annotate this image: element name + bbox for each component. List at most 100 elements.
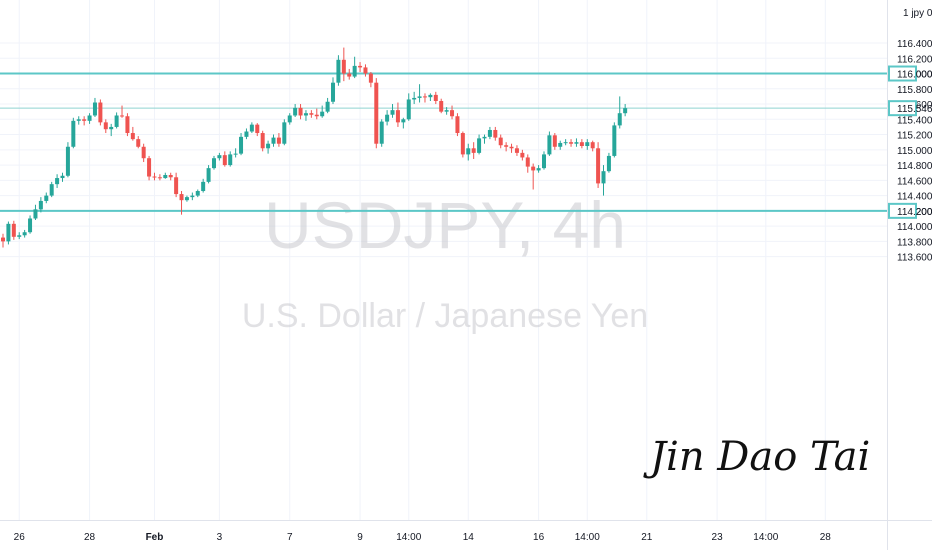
candle-body [141, 146, 146, 159]
x-tick-label: Feb [146, 532, 164, 543]
candle-body [531, 166, 536, 171]
candle-body [168, 174, 173, 178]
candle-body [65, 146, 70, 176]
candle-body [206, 168, 211, 182]
x-tick-label: 9 [357, 532, 363, 543]
candle-body [385, 114, 390, 122]
candle-body [49, 184, 54, 196]
candle-body [336, 59, 341, 83]
candle-body [174, 177, 179, 195]
level-badge-inner [890, 67, 915, 80]
last-price-badge-inner [890, 102, 915, 115]
candle-body [163, 174, 168, 179]
candle-body [120, 115, 125, 117]
candle-body [314, 114, 319, 117]
candle-body [309, 113, 314, 115]
candle-body [352, 65, 357, 77]
candle-body [92, 102, 97, 116]
x-tick-label: 7 [287, 532, 293, 543]
horizontal-levels [0, 72, 887, 212]
candle-body [363, 67, 368, 74]
candle-body [184, 197, 189, 201]
y-tick-label: 114.600 [897, 176, 932, 187]
candle-body [390, 110, 395, 115]
candle-body [433, 94, 438, 101]
signature-logo: Jin Dao Tai [643, 434, 870, 480]
candle-body [460, 133, 465, 155]
candle-body [222, 155, 227, 166]
candle-body [617, 113, 622, 126]
candle-body [11, 223, 16, 237]
candle-body [422, 96, 427, 98]
candle-body [44, 195, 49, 201]
candle-body [217, 155, 222, 159]
last-price-label: 115.546 [897, 104, 932, 115]
y-tick-label: 115.800 [897, 85, 932, 96]
candle-body [606, 155, 611, 172]
candle-body [542, 154, 546, 169]
level-badge-label: 116.000 [897, 70, 932, 81]
candle-body [17, 235, 22, 237]
candle-body [271, 137, 276, 144]
candle-body [536, 168, 541, 171]
x-tick-label: 28 [84, 532, 96, 543]
candle-body [266, 143, 271, 149]
candle-body [520, 152, 525, 158]
candle-body [255, 124, 260, 134]
candle-body [239, 136, 244, 154]
candle-body [358, 65, 363, 68]
x-tick-label: 16 [533, 532, 545, 543]
candle-body [190, 195, 195, 198]
candle-body [293, 107, 298, 116]
candle-body [152, 176, 157, 178]
candle-body [38, 200, 43, 210]
candle-body [157, 177, 162, 179]
candle-body [482, 136, 487, 139]
price-axis: 1 jpy 0 116.400 116.200 116.000 115.800 115.… [897, 8, 932, 264]
candle-body [82, 119, 87, 121]
candle-body [374, 82, 379, 144]
y-tick-label: 113.800 [897, 237, 932, 248]
candle-body [109, 126, 114, 130]
candle-body [379, 121, 384, 144]
candle-body [504, 145, 509, 147]
candle-body [249, 124, 254, 132]
candle-body [33, 209, 38, 219]
candle-body [574, 142, 579, 144]
candle-body [450, 110, 455, 117]
candle-body [130, 133, 135, 140]
candle-body [1, 237, 5, 242]
price-badges: 116.000 114.200 115.546 [888, 65, 932, 219]
candle-body [136, 139, 141, 147]
x-tick-label: 28 [820, 532, 832, 543]
candle-body [55, 178, 60, 185]
candle-body [623, 108, 628, 114]
candle-body [114, 115, 119, 127]
candle-body [596, 148, 601, 184]
candle-body [228, 154, 233, 166]
candle-body [147, 158, 152, 177]
candle-body [276, 137, 281, 144]
candle-body [493, 129, 498, 138]
candle-body [211, 158, 216, 169]
candle-body [569, 142, 574, 144]
candle-body [477, 138, 482, 153]
candle-body [6, 223, 11, 242]
candle-body [244, 131, 249, 137]
y-tick-label: 113.600 [897, 253, 932, 264]
candle-body [368, 73, 373, 83]
candle-body [547, 135, 552, 155]
x-tick-label: 14 [463, 532, 475, 543]
x-tick-label: 14:00 [753, 532, 778, 543]
y-tick-label: 116.400 [897, 39, 932, 50]
candle-body [298, 107, 303, 116]
x-tick-label: 21 [641, 532, 653, 543]
candle-body [590, 142, 595, 149]
candle-body [601, 171, 606, 184]
candle-body [455, 116, 460, 134]
candle-body [125, 116, 130, 134]
time-axis: 26 28 Feb 3 7 9 14:00 14 16 14:00 21 23 14:00 28 [14, 532, 832, 543]
x-tick-label: 14:00 [396, 532, 421, 543]
unit-label: 1 jpy 0 [903, 8, 932, 19]
